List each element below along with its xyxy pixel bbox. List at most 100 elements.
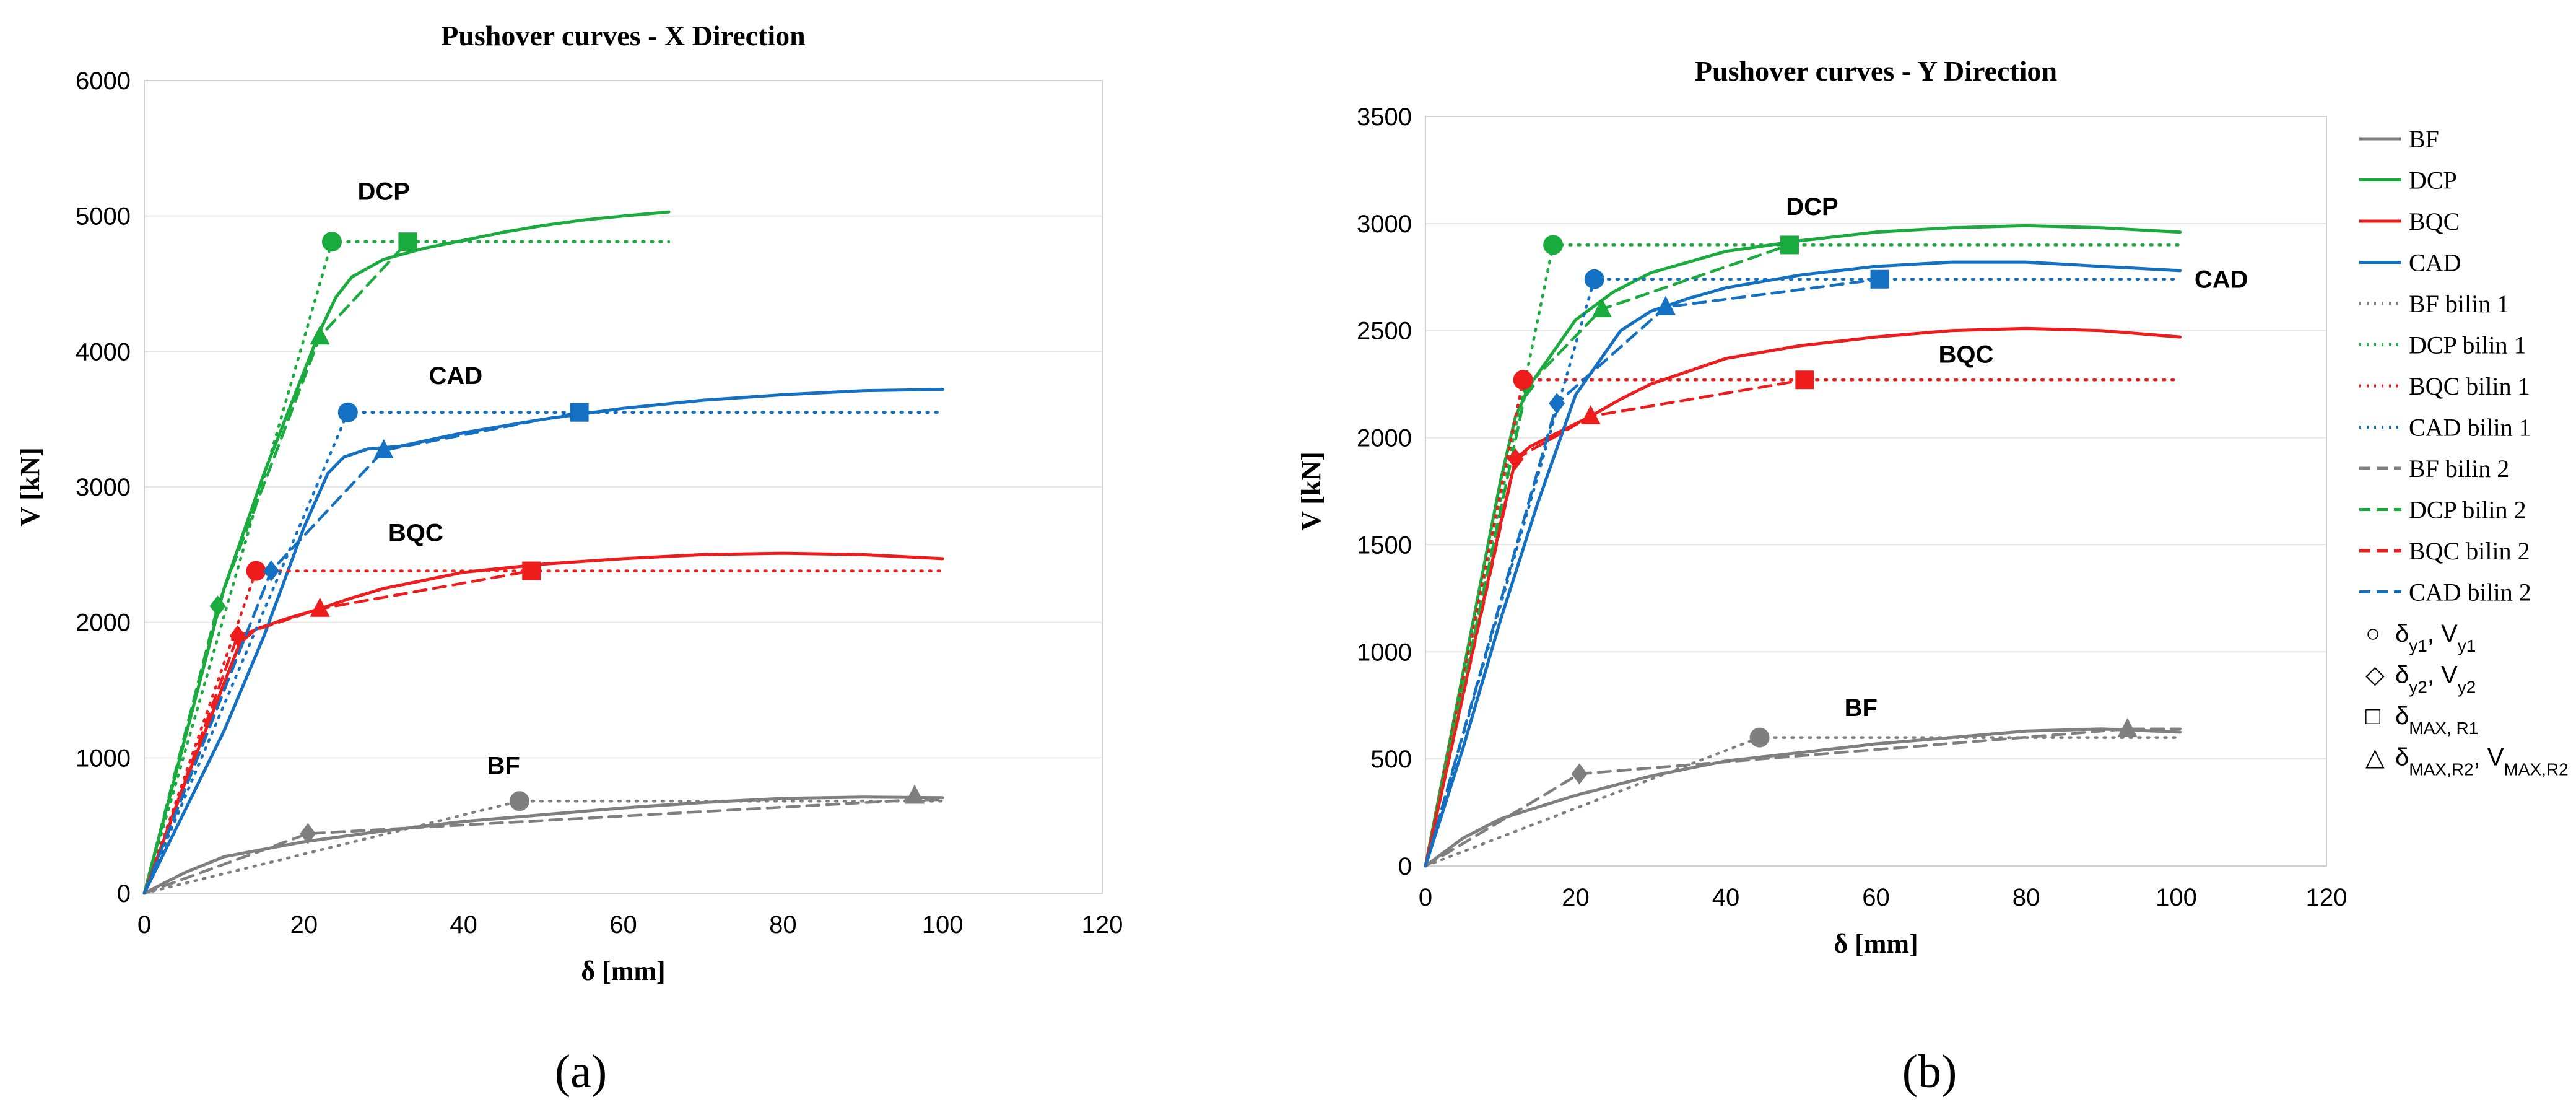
series-line-bqc-bilin-1 xyxy=(1424,378,2182,868)
x-tick-label: 0 xyxy=(1419,884,1432,911)
y-tick-label: 1500 xyxy=(1357,531,1412,559)
plot-area-frame xyxy=(1425,116,2327,867)
series-line-cad xyxy=(1424,260,2182,868)
legend-symbol-label: δy2, Vy2 xyxy=(2395,662,2476,697)
y-axis-label: V [kN] xyxy=(1296,452,1326,531)
marker-bf-diamond xyxy=(1571,763,1588,785)
series-line-cad-bilin-2 xyxy=(142,411,581,895)
y-tick-label: 4000 xyxy=(76,338,131,365)
x-tick-label: 100 xyxy=(922,911,964,938)
series-line-cad-bilin-2 xyxy=(1424,278,1881,868)
annotation-bqc: BQC xyxy=(1939,341,1994,369)
marker-bqc-triangle xyxy=(310,597,330,617)
x-tick-label: 120 xyxy=(2306,884,2348,911)
legend-label: BQC bilin 1 xyxy=(2409,372,2530,400)
series-line-dcp-bilin-1 xyxy=(1424,243,2182,868)
x-tick-label: 120 xyxy=(1082,911,1123,938)
annotation-dcp: DCP xyxy=(358,178,410,205)
x-tick-label: 60 xyxy=(609,911,637,938)
chart-x-direction: Pushover curves - X Direction01000200030… xyxy=(15,20,1123,986)
y-tick-label: 2500 xyxy=(1357,318,1412,345)
legend: BF DCP BQC CAD BF bilin 1 DCP bilin 1 BQC bili… xyxy=(2359,125,2569,779)
x-tick-label: 80 xyxy=(2012,884,2040,911)
series-line-cad xyxy=(142,388,944,895)
legend-symbol-icon: □ xyxy=(2365,702,2380,730)
series-line-dcp-bilin-2 xyxy=(142,240,409,895)
marker-cad-diamond xyxy=(1549,393,1565,414)
series-line-bf-bilin-2 xyxy=(142,798,944,895)
marker-cad-diamond xyxy=(263,560,279,582)
marker-cad-circle xyxy=(1584,269,1604,289)
series-line-bf xyxy=(1424,727,2182,868)
marker-bqc-square xyxy=(522,561,541,580)
annotation-bf: BF xyxy=(1845,694,1878,722)
marker-bqc-diamond xyxy=(1507,448,1524,470)
x-axis-label: δ [mm] xyxy=(1834,929,1918,959)
series-line-dcp xyxy=(142,210,671,895)
legend-label: BF xyxy=(2409,125,2439,153)
y-tick-label: 2000 xyxy=(1357,425,1412,452)
legend-label: CAD bilin 2 xyxy=(2409,579,2531,606)
marker-bf-circle xyxy=(509,791,529,811)
annotation-cad: CAD xyxy=(429,362,482,390)
series-line-bf xyxy=(142,795,944,895)
y-tick-label: 3000 xyxy=(1357,211,1412,238)
series-line-bqc-bilin-1 xyxy=(142,569,944,895)
legend-symbol-icon: ◇ xyxy=(2365,662,2385,689)
marker-dcp-square xyxy=(1780,235,1799,255)
y-axis-label: V [kN] xyxy=(15,447,45,527)
subfigure-label-b: (b) xyxy=(1902,1046,1957,1098)
chart-y-direction: Pushover curves - Y Direction05001000150… xyxy=(1296,55,2347,959)
y-tick-label: 5000 xyxy=(76,203,131,230)
marker-bqc-square xyxy=(1795,370,1814,390)
plot-area-frame xyxy=(144,80,1103,894)
marker-bf-triangle xyxy=(2117,717,2138,737)
legend-symbol-label: δy1, Vy1 xyxy=(2395,620,2476,655)
legend-symbol-label: δMAX, R1 xyxy=(2395,702,2478,738)
marker-dcp-circle xyxy=(321,232,342,252)
annotation-bqc: BQC xyxy=(388,519,443,546)
legend-label: CAD bilin 1 xyxy=(2409,414,2531,442)
marker-dcp-diamond xyxy=(209,595,226,617)
annotation-cad: CAD xyxy=(2195,266,2248,294)
x-tick-label: 60 xyxy=(1862,884,1890,911)
y-tick-label: 0 xyxy=(1398,853,1412,880)
marker-bf-triangle xyxy=(905,784,925,804)
marker-bqc-circle xyxy=(246,561,266,581)
annotation-dcp: DCP xyxy=(1786,193,1838,221)
marker-dcp-square xyxy=(398,232,417,251)
legend-symbol-icon: ○ xyxy=(2365,620,2380,647)
y-tick-label: 3500 xyxy=(1357,103,1412,131)
y-tick-label: 1000 xyxy=(76,745,131,772)
annotation-bf: BF xyxy=(487,753,520,780)
marker-dcp-triangle xyxy=(1591,298,1612,318)
series-line-bqc xyxy=(1424,326,2182,868)
y-tick-label: 1000 xyxy=(1357,639,1412,666)
legend-label: DCP xyxy=(2409,167,2457,195)
marker-cad-square xyxy=(570,403,589,422)
marker-bqc-diamond xyxy=(229,625,246,647)
series-line-bf-bilin-1 xyxy=(142,800,944,895)
y-tick-label: 0 xyxy=(117,880,131,907)
x-tick-label: 40 xyxy=(450,911,477,938)
marker-cad-triangle xyxy=(1656,295,1676,315)
x-tick-label: 20 xyxy=(1562,884,1590,911)
x-tick-label: 20 xyxy=(290,911,318,938)
x-tick-label: 40 xyxy=(1712,884,1740,911)
y-tick-label: 6000 xyxy=(76,68,131,95)
legend-label: DCP bilin 2 xyxy=(2409,496,2526,524)
series-line-dcp-bilin-2 xyxy=(1424,243,1791,868)
marker-dcp-triangle xyxy=(310,325,330,345)
legend-label: BQC xyxy=(2409,208,2460,235)
marker-cad-triangle xyxy=(373,439,394,458)
series-line-dcp-bilin-1 xyxy=(142,240,671,895)
legend-symbol-label: δMAX,R2, VMAX,R2 xyxy=(2395,744,2569,779)
marker-cad-square xyxy=(1870,269,1889,289)
legend-label: BF bilin 2 xyxy=(2409,455,2509,483)
y-tick-label: 500 xyxy=(1370,746,1412,773)
series-line-bqc xyxy=(142,551,944,895)
legend-symbol-icon: △ xyxy=(2365,744,2385,771)
marker-bqc-circle xyxy=(1513,370,1533,390)
legend-label: CAD xyxy=(2409,249,2461,277)
